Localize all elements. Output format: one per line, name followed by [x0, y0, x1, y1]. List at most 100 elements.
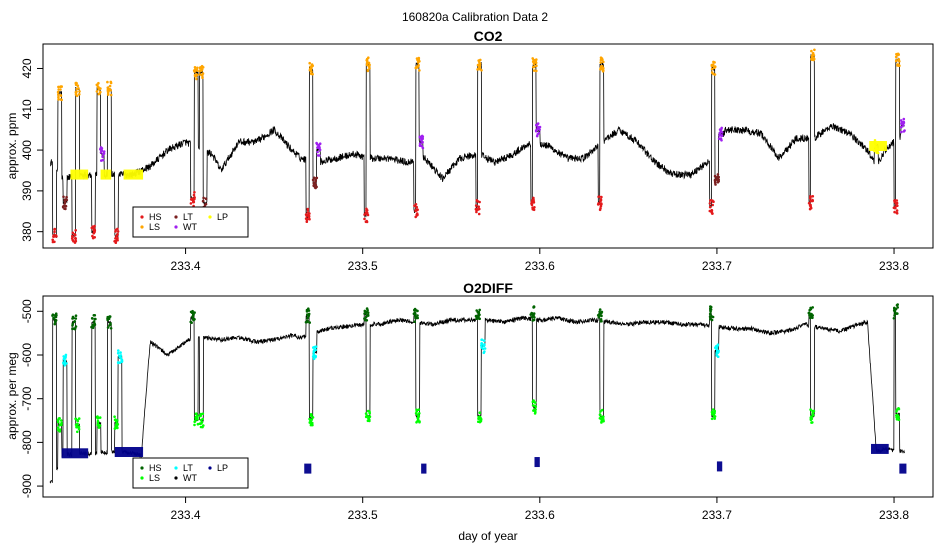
o2diff-marker-point	[58, 428, 62, 431]
o2diff-legend-label-lp: LP	[217, 463, 228, 473]
co2-marker-point	[100, 147, 104, 150]
o2diff-marker-point	[709, 317, 712, 321]
o2diff-marker-point	[413, 320, 417, 324]
co2-marker-point	[101, 155, 104, 159]
co2-marker-point	[717, 175, 720, 179]
o2diff-marker-point	[893, 306, 896, 310]
co2-marker-point	[315, 141, 318, 145]
o2diff-title: O2DIFF	[463, 280, 513, 296]
co2-marker-point	[534, 60, 537, 63]
co2-marker-point	[100, 149, 104, 153]
o2diff-marker-point	[109, 327, 113, 330]
co2-marker-point	[55, 235, 58, 238]
co2-marker-ls	[192, 66, 199, 81]
o2diff-marker-point	[73, 327, 77, 331]
o2diff-marker-lt	[116, 349, 124, 365]
co2-marker-point	[71, 231, 75, 235]
o2diff-y-tick-label: -700	[20, 386, 34, 410]
co2-marker-point	[91, 234, 94, 238]
o2diff-marker-point	[893, 314, 896, 317]
co2-marker-point	[102, 152, 105, 156]
o2diff-marker-point	[710, 413, 714, 416]
o2diff-marker-point	[713, 417, 716, 420]
co2-marker-point	[116, 230, 120, 233]
co2-marker-ls	[56, 85, 63, 102]
co2-marker-point	[308, 217, 311, 221]
o2diff-marker-ls	[531, 399, 537, 415]
co2-marker-point	[311, 64, 315, 68]
co2-marker-point	[196, 69, 199, 72]
o2diff-marker-point	[65, 362, 68, 365]
o2diff-marker-point	[532, 318, 536, 322]
co2-legend-box	[132, 206, 249, 238]
o2diff-marker-point	[601, 408, 604, 412]
o2diff-marker-point	[57, 418, 60, 422]
o2diff-marker-point	[307, 314, 311, 318]
o2diff-marker-point	[52, 317, 56, 320]
co2-marker-point	[202, 196, 205, 200]
o2diff-marker-point	[120, 359, 124, 363]
o2diff-marker-point	[189, 310, 193, 314]
o2diff-marker-lt	[62, 353, 68, 367]
co2-marker-point	[305, 220, 309, 223]
o2diff-legend-swatch-ls	[140, 476, 144, 480]
o2diff-marker-hs	[363, 307, 370, 322]
co2-marker-point	[900, 122, 903, 125]
co2-marker-point	[116, 236, 119, 240]
co2-marker-point	[367, 65, 371, 68]
o2diff-marker-point	[533, 412, 537, 415]
co2-marker-point	[599, 198, 603, 202]
co2-marker-point	[535, 69, 538, 73]
o2diff-marker-point	[116, 351, 120, 355]
o2diff-marker-point	[201, 412, 205, 416]
o2diff-marker-point	[314, 345, 318, 349]
co2-marker-point	[711, 64, 715, 67]
o2diff-marker-point	[108, 315, 112, 318]
o2diff-marker-point	[312, 357, 316, 361]
co2-marker-point	[75, 94, 79, 98]
o2diff-marker-ls	[809, 408, 816, 424]
o2diff-marker-point	[91, 317, 94, 320]
co2-marker-point	[536, 122, 540, 125]
co2-marker-point	[106, 93, 110, 96]
co2-marker-point	[475, 210, 478, 214]
o2diff-legend-box	[132, 457, 249, 489]
co2-marker-point	[318, 142, 322, 145]
co2-legend-swatch-wt	[174, 225, 178, 229]
o2diff-marker-point	[597, 315, 601, 319]
co2-marker-hs	[70, 229, 78, 244]
co2-marker-point	[894, 202, 898, 205]
o2diff-lp-segment	[716, 461, 723, 472]
o2diff-marker-hs	[596, 308, 604, 323]
co2-marker-point	[195, 77, 198, 81]
o2diff-marker-point	[199, 422, 202, 426]
co2-marker-point	[897, 63, 900, 66]
co2-marker-point	[902, 124, 905, 127]
co2-marker-point	[716, 173, 720, 176]
co2-marker-point	[811, 199, 814, 203]
co2-marker-hs	[363, 207, 370, 224]
o2diff-marker-point	[894, 312, 898, 315]
co2-marker-hs	[708, 199, 715, 215]
x-axis-label: day of year	[458, 529, 517, 543]
o2diff-marker-point	[896, 415, 900, 418]
co2-title: CO2	[474, 28, 503, 44]
o2diff-marker-point	[308, 417, 311, 421]
co2-legend-swatch-hs	[140, 215, 144, 219]
co2-marker-point	[316, 150, 319, 154]
o2diff-marker-lt	[311, 345, 318, 361]
co2-marker-point	[316, 154, 320, 157]
o2diff-x-tick-label: 233.5	[348, 508, 378, 522]
co2-marker-hs	[90, 224, 97, 240]
co2-marker-point	[305, 218, 309, 222]
co2-marker-point	[900, 130, 903, 134]
o2diff-marker-point	[63, 357, 67, 360]
co2-marker-point	[109, 81, 113, 85]
o2diff-marker-point	[366, 308, 369, 312]
co2-marker-point	[116, 233, 119, 236]
co2-marker-point	[51, 238, 54, 242]
co2-marker-lp	[873, 139, 880, 155]
co2-marker-point	[418, 143, 422, 147]
